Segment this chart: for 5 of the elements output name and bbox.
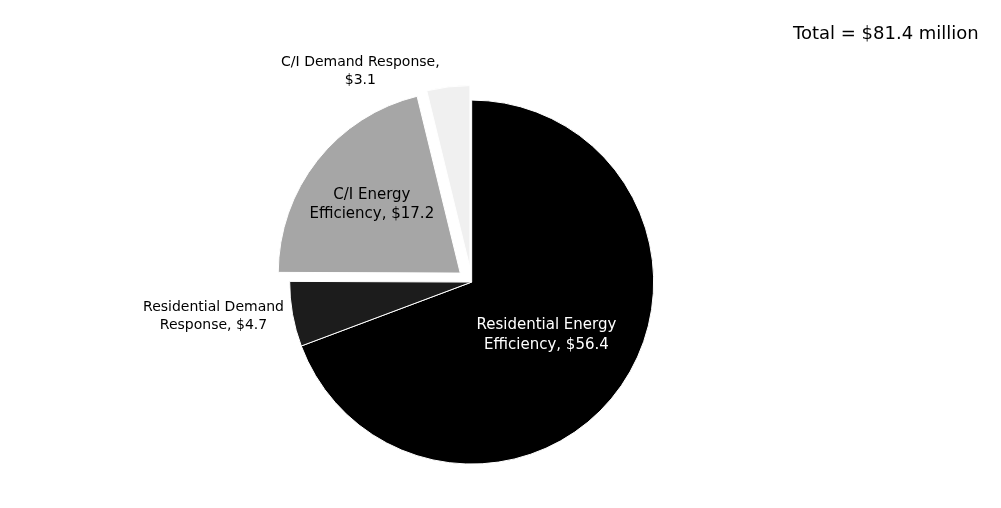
slice-label: Residential Energy Efficiency, $56.4	[476, 315, 617, 353]
text: Total = $81.4 million	[792, 22, 979, 43]
slice-label: Residential Demand Response, $4.7	[143, 297, 284, 332]
slice-label: C/I Energy Efficiency, $17.2	[309, 184, 435, 223]
slice-label: C/I Demand Response, $3.1	[281, 52, 440, 88]
